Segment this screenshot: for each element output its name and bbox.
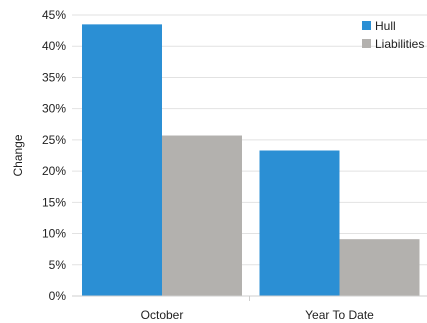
y-tick-label: 25%	[42, 133, 66, 147]
bar-liabilities-1	[339, 239, 420, 296]
y-tick-label: 30%	[42, 102, 66, 116]
bars	[82, 24, 420, 296]
legend: Hull Liabilities	[362, 19, 424, 51]
bar-liabilities-0	[162, 135, 242, 296]
y-tick-label: 0%	[49, 289, 67, 303]
y-axis-title: Change	[11, 134, 25, 176]
x-tick-label: October	[141, 308, 184, 322]
bar-hull-0	[82, 24, 162, 296]
x-axis-ticks: October Year To Date	[141, 296, 374, 322]
y-tick-label: 5%	[49, 258, 67, 272]
bar-hull-1	[259, 150, 340, 296]
y-axis-ticks: 0% 5% 10% 15% 20% 25% 30% 35% 40% 45%	[42, 8, 66, 303]
x-tick-label: Year To Date	[305, 308, 374, 322]
y-tick-label: 20%	[42, 164, 66, 178]
y-tick-label: 40%	[42, 39, 66, 53]
legend-swatch-liabilities	[362, 39, 371, 48]
y-tick-label: 10%	[42, 227, 66, 241]
y-tick-label: 35%	[42, 70, 66, 84]
y-tick-label: 15%	[42, 195, 66, 209]
y-tick-label: 45%	[42, 8, 66, 22]
legend-label-hull: Hull	[375, 19, 396, 33]
legend-label-liabilities: Liabilities	[375, 37, 424, 51]
legend-swatch-hull	[362, 21, 371, 30]
